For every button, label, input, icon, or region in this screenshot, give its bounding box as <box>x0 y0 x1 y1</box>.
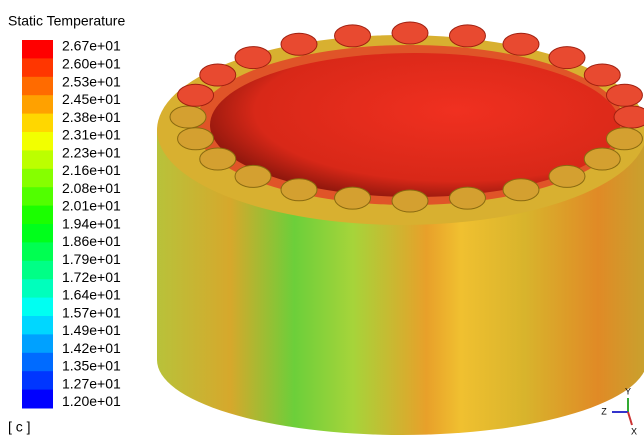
legend-label: 1.20e+01 <box>62 393 121 409</box>
legend-label: 2.67e+01 <box>62 38 121 54</box>
legend-unit: [ c ] <box>8 419 31 435</box>
fin <box>281 33 317 55</box>
fin <box>549 47 585 69</box>
legend-label: 1.49e+01 <box>62 322 121 338</box>
color-swatch <box>22 95 53 114</box>
color-swatch <box>22 150 53 169</box>
color-swatch <box>22 316 53 335</box>
triad-y: Y <box>625 386 631 396</box>
legend-label: 2.45e+01 <box>62 91 121 107</box>
legend-label: 2.38e+01 <box>62 109 121 125</box>
fin <box>584 148 620 170</box>
color-swatch <box>22 224 53 243</box>
legend-label: 1.64e+01 <box>62 287 121 303</box>
color-swatch <box>22 169 53 188</box>
fin <box>392 190 428 212</box>
legend-label: 1.35e+01 <box>62 358 121 374</box>
fin <box>235 47 271 69</box>
legend-label: 1.79e+01 <box>62 251 121 267</box>
fin <box>200 148 236 170</box>
legend-title: Static Temperature <box>8 13 125 29</box>
model <box>157 22 644 435</box>
color-swatch <box>22 371 53 390</box>
legend-label: 1.94e+01 <box>62 215 121 231</box>
fin <box>549 165 585 187</box>
fin <box>606 84 642 106</box>
fin <box>170 106 206 128</box>
triad-x: X <box>631 426 637 436</box>
legend-label: 2.31e+01 <box>62 127 121 143</box>
color-swatch <box>22 206 53 225</box>
fin <box>200 64 236 86</box>
color-swatch <box>22 334 53 353</box>
color-swatch <box>22 279 53 298</box>
color-swatch <box>22 261 53 280</box>
fin <box>392 22 428 44</box>
fin <box>335 25 371 47</box>
colorbar: 2.67e+012.60e+01 2.53e+01 2.45e+01 2.38e+01… <box>22 38 121 409</box>
fin <box>503 179 539 201</box>
fin <box>235 165 271 187</box>
legend-label: 1.57e+01 <box>62 304 121 320</box>
viewer: Static Temperature 2.67e+012.60e+01 2.53e… <box>0 0 644 439</box>
color-swatch <box>22 58 53 77</box>
color-swatch <box>22 114 53 133</box>
color-swatch <box>22 242 53 261</box>
legend-label: 2.08e+01 <box>62 180 121 196</box>
fin <box>449 25 485 47</box>
color-swatch <box>22 298 53 317</box>
fin <box>178 128 214 150</box>
legend-label: 2.23e+01 <box>62 144 121 160</box>
fin <box>614 106 644 128</box>
fin <box>606 128 642 150</box>
color-swatch <box>22 40 53 59</box>
legend-label: 2.53e+01 <box>62 73 121 89</box>
color-swatch <box>22 187 53 206</box>
color-swatch <box>22 390 53 409</box>
legend-label: 2.60e+01 <box>62 55 121 71</box>
fin <box>335 187 371 209</box>
fin <box>503 33 539 55</box>
legend-label: 1.27e+01 <box>62 375 121 391</box>
fin <box>584 64 620 86</box>
color-swatch <box>22 353 53 372</box>
legend-label: 2.16e+01 <box>62 162 121 178</box>
legend-label: 2.01e+01 <box>62 198 121 214</box>
legend-label: 1.72e+01 <box>62 269 121 285</box>
x-axis <box>628 412 632 425</box>
fin <box>178 84 214 106</box>
color-swatch <box>22 77 53 96</box>
legend-label: 1.86e+01 <box>62 233 121 249</box>
triad-z: Z <box>601 406 607 416</box>
legend-label: 1.42e+01 <box>62 340 121 356</box>
fin <box>281 179 317 201</box>
color-swatch <box>22 132 53 151</box>
fin <box>449 187 485 209</box>
